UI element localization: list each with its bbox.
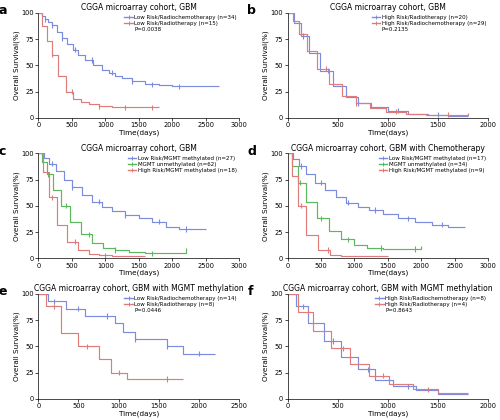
Y-axis label: Overall Survival(%): Overall Survival(%) <box>14 312 20 381</box>
Legend: High Risk/Radiotherapy (n=20), High Risk/Radiochemotherapy (n=29), P=0.2135: High Risk/Radiotherapy (n=20), High Risk… <box>370 14 488 33</box>
Text: e: e <box>0 286 6 299</box>
Title: CGGA microarray cohort, GBM: CGGA microarray cohort, GBM <box>81 3 196 12</box>
Text: a: a <box>0 5 6 18</box>
Text: f: f <box>248 286 253 299</box>
Title: CGGA microarray cohort, GBM with MGMT methylation: CGGA microarray cohort, GBM with MGMT me… <box>283 284 493 293</box>
Title: CGGA microarray cohort, GBM with Chemotherapy: CGGA microarray cohort, GBM with Chemoth… <box>291 144 485 152</box>
X-axis label: Time(days): Time(days) <box>118 410 159 417</box>
Title: CGGA microarray cohort, GBM: CGGA microarray cohort, GBM <box>330 3 446 12</box>
Legend: Low Risk/MGMT methylated (n=27), MGMT unmethylated (n=62), High Risk/MGMT methyl: Low Risk/MGMT methylated (n=27), MGMT un… <box>127 155 238 174</box>
Legend: Low Risk/MGMT methylated (n=17), MGMT unmethylated (n=34), High Risk/MGMT methyl: Low Risk/MGMT methylated (n=17), MGMT un… <box>378 155 488 174</box>
Legend: High Risk/Radiochemotherapy (n=8), High Risk/Radiotherapy (n=4), P=0.8643: High Risk/Radiochemotherapy (n=8), High … <box>374 295 488 315</box>
X-axis label: Time(days): Time(days) <box>368 129 408 136</box>
Legend: Low Risk/Radiochemotherapy (n=14), Low Risk/Radiotherapy (n=8), P=0.0446: Low Risk/Radiochemotherapy (n=14), Low R… <box>123 295 238 315</box>
Y-axis label: Overall Survival(%): Overall Survival(%) <box>14 31 20 100</box>
X-axis label: Time(days): Time(days) <box>118 129 159 136</box>
Title: CGGA microarray cohort, GBM with MGMT methylation: CGGA microarray cohort, GBM with MGMT me… <box>34 284 244 293</box>
X-axis label: Time(days): Time(days) <box>368 270 408 276</box>
X-axis label: Time(days): Time(days) <box>118 270 159 276</box>
Text: b: b <box>248 5 256 18</box>
Y-axis label: Overall Survival(%): Overall Survival(%) <box>14 171 20 241</box>
X-axis label: Time(days): Time(days) <box>368 410 408 417</box>
Text: d: d <box>248 145 256 158</box>
Y-axis label: Overall Survival(%): Overall Survival(%) <box>263 312 270 381</box>
Text: c: c <box>0 145 6 158</box>
Y-axis label: Overall Survival(%): Overall Survival(%) <box>263 31 270 100</box>
Legend: Low Risk/Radiochemotherapy (n=34), Low Risk/Radiotherapy (n=15), P=0.0038: Low Risk/Radiochemotherapy (n=34), Low R… <box>123 14 238 33</box>
Y-axis label: Overall Survival(%): Overall Survival(%) <box>263 171 270 241</box>
Title: CGGA microarray cohort, GBM: CGGA microarray cohort, GBM <box>81 144 196 152</box>
